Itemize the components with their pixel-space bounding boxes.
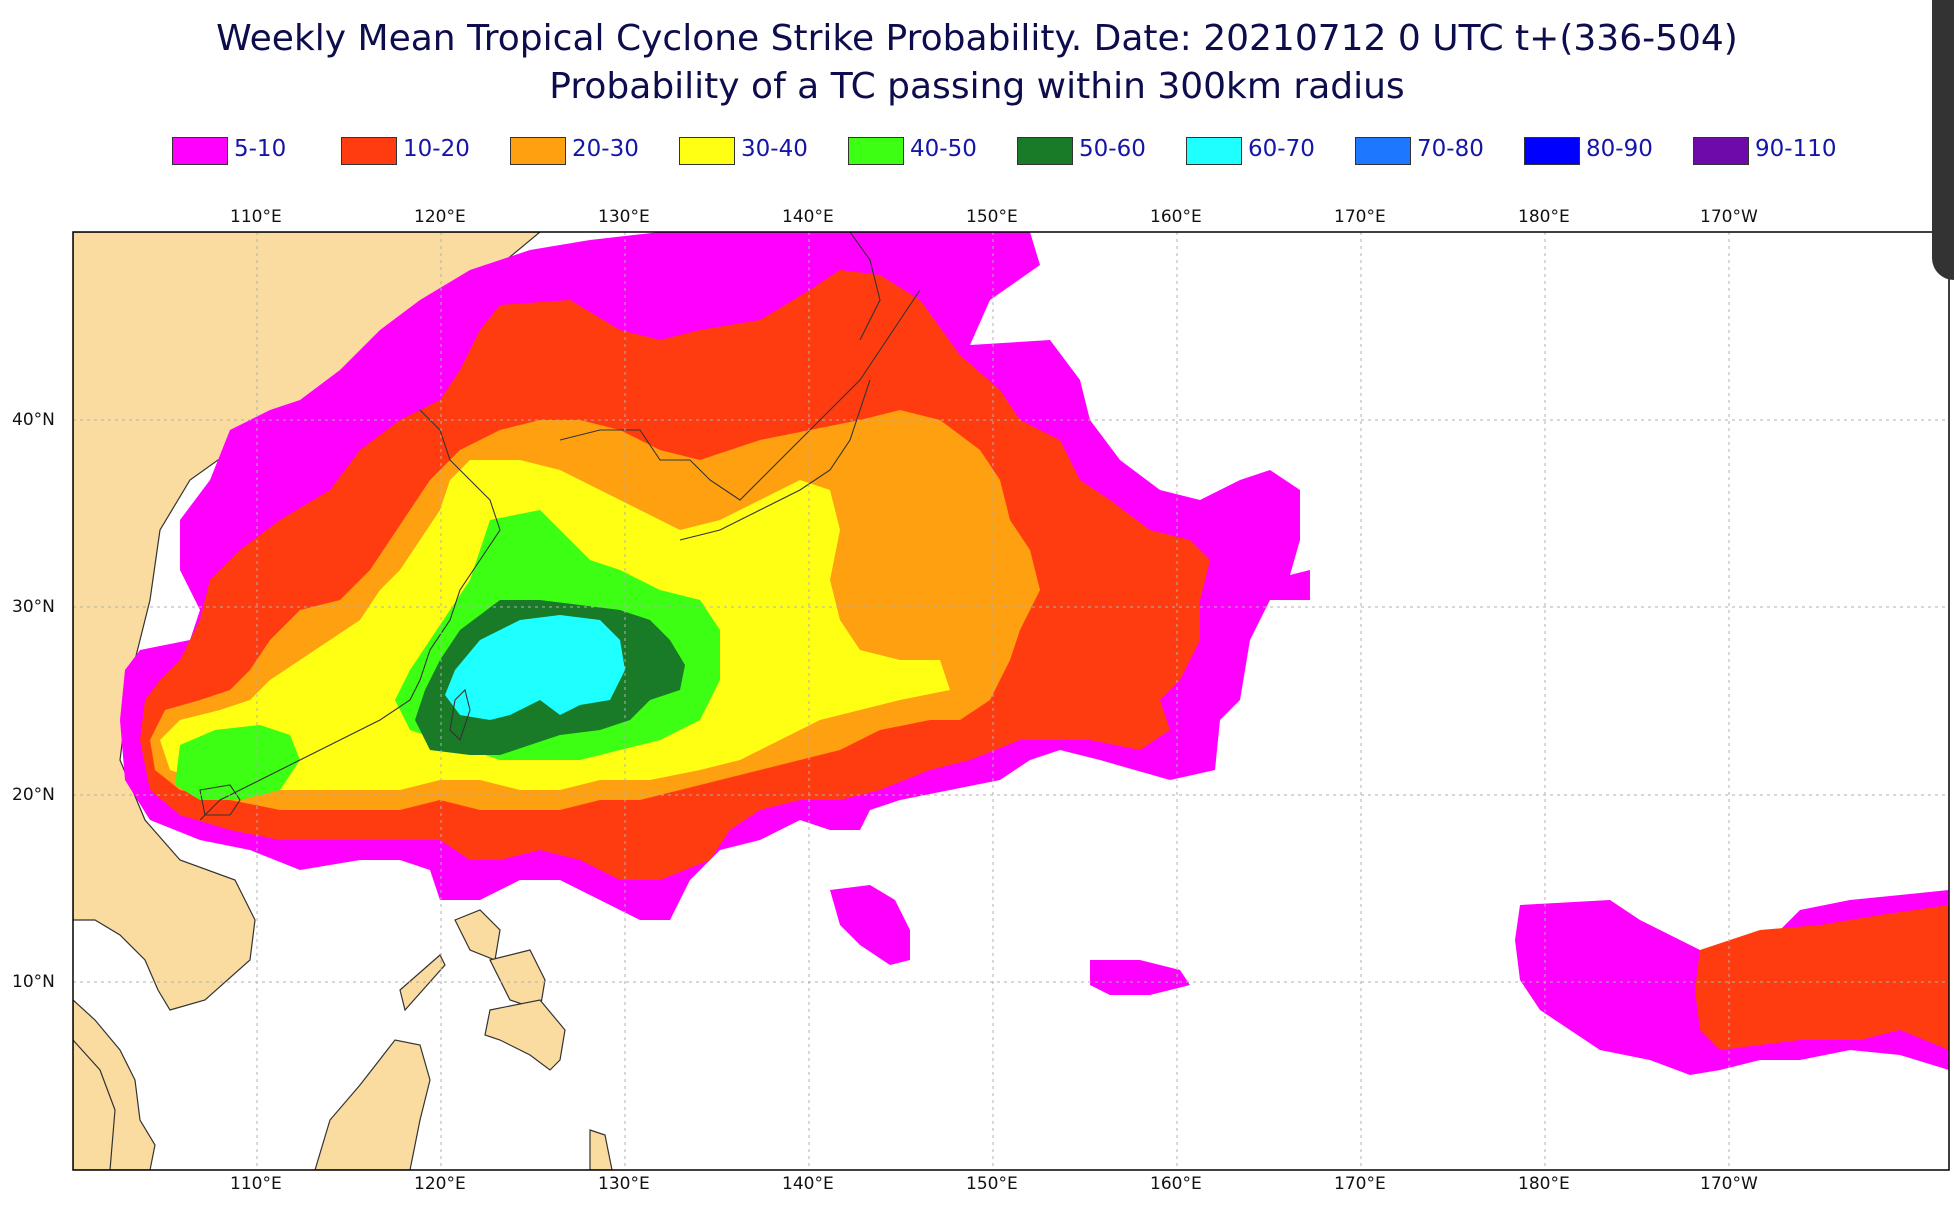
legend-swatch bbox=[1017, 137, 1073, 165]
lon-label-top: 160°E bbox=[1150, 207, 1202, 227]
lon-label-bottom: 170°W bbox=[1700, 1174, 1758, 1194]
legend-label: 80-90 bbox=[1586, 136, 1653, 162]
scrollbar-handle[interactable] bbox=[1932, 0, 1954, 280]
lon-label-top: 120°E bbox=[414, 207, 466, 227]
lon-label-top: 110°E bbox=[230, 207, 282, 227]
legend-label: 50-60 bbox=[1079, 136, 1146, 162]
legend-swatch bbox=[1186, 137, 1242, 165]
lon-label-bottom: 180°E bbox=[1518, 1174, 1570, 1194]
lat-label: 30°N bbox=[12, 597, 55, 617]
legend-swatch bbox=[679, 137, 735, 165]
lon-label-bottom: 160°E bbox=[1150, 1174, 1202, 1194]
lon-label-top: 150°E bbox=[966, 207, 1018, 227]
china-coast bbox=[199, 409, 501, 821]
lon-label-top: 170°E bbox=[1334, 207, 1386, 227]
legend-label: 20-30 bbox=[572, 136, 639, 162]
contour-40-50-west-blob bbox=[175, 725, 300, 800]
legend-swatch bbox=[1524, 137, 1580, 165]
lon-label-bottom: 150°E bbox=[966, 1174, 1018, 1194]
map-subtitle: Probability of a TC passing within 300km… bbox=[549, 66, 1405, 107]
legend-label: 60-70 bbox=[1248, 136, 1315, 162]
korea-japan-coast bbox=[559, 289, 921, 501]
lat-label: 40°N bbox=[12, 410, 55, 430]
legend-label: 90-110 bbox=[1755, 136, 1837, 162]
graticule bbox=[73, 232, 1949, 1170]
probability-contours bbox=[120, 232, 1949, 1075]
map-title: Weekly Mean Tropical Cyclone Strike Prob… bbox=[216, 18, 1738, 59]
contour-5-10-blob-south bbox=[830, 885, 910, 965]
lon-label-bottom: 130°E bbox=[598, 1174, 650, 1194]
lon-label-top: 130°E bbox=[598, 207, 650, 227]
lat-label: 10°N bbox=[12, 972, 55, 992]
legend-swatch bbox=[848, 137, 904, 165]
philippines-visayas bbox=[489, 949, 546, 1011]
legend-label: 30-40 bbox=[741, 136, 808, 162]
lon-label-top: 180°E bbox=[1518, 207, 1570, 227]
legend-swatch bbox=[341, 137, 397, 165]
coastline-overlay bbox=[199, 232, 921, 821]
legend-swatch bbox=[510, 137, 566, 165]
legend-swatch bbox=[172, 137, 228, 165]
palawan bbox=[399, 954, 446, 1012]
lon-label-bottom: 140°E bbox=[782, 1174, 834, 1194]
legend-label: 10-20 bbox=[403, 136, 470, 162]
lat-label: 20°N bbox=[12, 785, 55, 805]
hainan-island bbox=[199, 784, 241, 816]
lon-label-bottom: 170°E bbox=[1334, 1174, 1386, 1194]
legend-swatch bbox=[1693, 137, 1749, 165]
mindanao bbox=[484, 999, 566, 1071]
borneo bbox=[314, 1039, 431, 1170]
sulawesi-fragment bbox=[589, 1129, 613, 1170]
lon-label-top: 140°E bbox=[782, 207, 834, 227]
lon-label-bottom: 110°E bbox=[230, 1174, 282, 1194]
map-frame bbox=[72, 231, 1950, 1171]
sumatra-tip bbox=[73, 1039, 116, 1170]
contour-10-20-east-pocket bbox=[1695, 905, 1949, 1050]
land-layer bbox=[73, 232, 613, 1170]
taiwan-island bbox=[449, 688, 471, 742]
japan-islands bbox=[679, 379, 871, 541]
legend-swatch bbox=[1355, 137, 1411, 165]
lon-label-bottom: 120°E bbox=[414, 1174, 466, 1194]
russia-coast bbox=[849, 232, 881, 341]
legend-label: 40-50 bbox=[910, 136, 977, 162]
legend-label: 70-80 bbox=[1417, 136, 1484, 162]
luzon bbox=[454, 909, 501, 961]
lon-label-top: 170°W bbox=[1700, 207, 1758, 227]
legend-label: 5-10 bbox=[234, 136, 287, 162]
contour-5-10-blob-southeast bbox=[1090, 960, 1190, 995]
contour-60-70 bbox=[445, 615, 625, 720]
